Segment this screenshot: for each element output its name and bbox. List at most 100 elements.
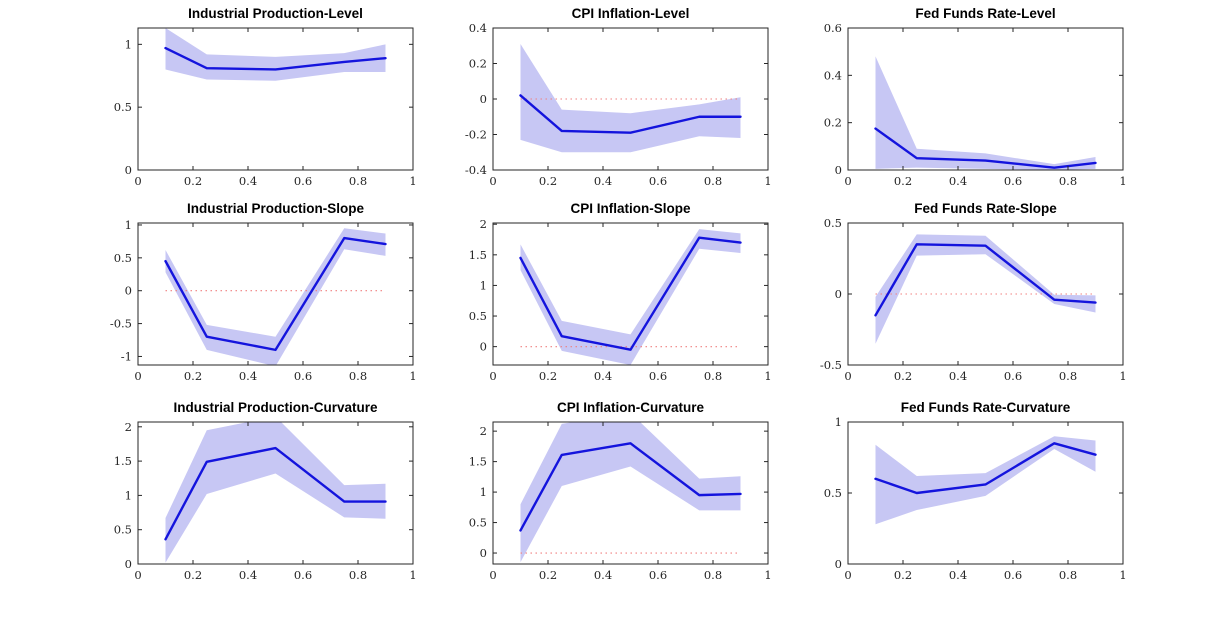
chart-title: Fed Funds Rate-Level (915, 6, 1055, 21)
plot-area: 0 0.2 0.4 0.6 0.8 1 0 0.5 1 1.5 2 (114, 420, 417, 582)
x-tick-label: 0.8 (1059, 369, 1077, 383)
subplot-industrial-production-level: Industrial Production-Level 0 0.2 0.4 0.6 0.… (98, 2, 438, 202)
x-tick-label: 0.2 (539, 369, 557, 383)
x-tick-label: 0.6 (649, 568, 667, 582)
subplot-industrial-production-slope: Industrial Production-Slope 0 0.2 0.4 0.6 0.… (98, 197, 438, 397)
y-tick-label: -0.4 (465, 163, 487, 177)
subplot-cpi-inflation-curvature: CPI Inflation-Curvature 0 0.2 0.4 0.6 0.8 1 0 0… (453, 396, 793, 596)
confidence-band (875, 234, 1096, 344)
y-tick-label: 1.5 (469, 248, 487, 262)
x-tick-label: 0 (489, 568, 496, 582)
axes-box (137, 27, 414, 171)
x-tick-label: 1 (1119, 174, 1126, 188)
y-tick-label: 0.5 (114, 251, 132, 265)
plot-canvas: CPI Inflation-Slope 0 0.2 0.4 0.6 0.8 1 0 0.5 1 1… (469, 201, 772, 383)
plot-canvas: CPI Inflation-Level 0 0.2 0.4 0.6 0.8 1 -0.4 -0… (465, 6, 772, 188)
mean-line (164, 46, 387, 71)
x-tick-label: 0.2 (184, 174, 202, 188)
x-tick-label: 0.4 (239, 568, 257, 582)
y-tick-label: 0.5 (114, 100, 132, 114)
confidence-band (165, 422, 386, 563)
x-tick-label: 0.8 (349, 174, 367, 188)
y-tick-label: 0 (835, 163, 842, 177)
x-tick-label: 1 (409, 369, 416, 383)
mean-line (874, 442, 1097, 495)
y-tick-label: 1.5 (114, 454, 132, 468)
y-tick-label: -0.5 (110, 317, 132, 331)
x-tick-label: 0 (489, 174, 496, 188)
x-tick-label: 0.4 (949, 174, 967, 188)
subplot-cpi-inflation-level: CPI Inflation-Level 0 0.2 0.4 0.6 0.8 1 -0.4 -0… (453, 2, 793, 202)
y-tick-label: 1 (125, 37, 132, 51)
y-tick-label: 0.2 (824, 116, 842, 130)
x-tick-label: 0.8 (1059, 568, 1077, 582)
confidence-band (520, 43, 741, 153)
axes-box (137, 222, 414, 366)
subplot-fed-funds-rate-level: Fed Funds Rate-Level 0 0.2 0.4 0.6 0.8 1 0 0.2 0… (808, 2, 1148, 202)
y-tick-label: 0.4 (824, 68, 842, 82)
chart-title: Industrial Production-Curvature (173, 400, 378, 415)
y-tick-label: 0 (125, 284, 132, 298)
y-tick-label: 2 (125, 420, 132, 434)
chart-title: CPI Inflation-Slope (571, 201, 691, 216)
confidence-band (165, 28, 386, 81)
x-tick-label: 0.6 (1004, 174, 1022, 188)
x-tick-label: 0 (844, 568, 851, 582)
x-tick-label: 0.6 (1004, 568, 1022, 582)
plot-area: 0 0.2 0.4 0.6 0.8 1 0 0.5 1 (114, 27, 417, 188)
chart-title: Industrial Production-Level (188, 6, 363, 21)
y-tick-label: 0 (125, 163, 132, 177)
x-tick-label: 0.8 (704, 174, 722, 188)
x-tick-label: 0.6 (294, 568, 312, 582)
chart-title: CPI Inflation-Level (572, 6, 690, 21)
mean-line (164, 236, 387, 352)
confidence-band (875, 56, 1096, 170)
plot-area: 0 0.2 0.4 0.6 0.8 1 0 0.5 1 1.5 2 (469, 421, 772, 582)
chart-title: Fed Funds Rate-Slope (914, 201, 1057, 216)
y-tick-label: 0.5 (469, 309, 487, 323)
plot-canvas: Fed Funds Rate-Curvature 0 0.2 0.4 0.6 0.8 10… (824, 400, 1127, 582)
x-tick-label: 0.2 (184, 568, 202, 582)
x-tick-label: 0.2 (539, 174, 557, 188)
y-tick-label: 2 (480, 424, 487, 438)
x-tick-label: 0.8 (349, 568, 367, 582)
y-tick-label: 1.5 (469, 455, 487, 469)
mean-line (519, 236, 742, 351)
mean-line (519, 94, 742, 134)
x-tick-label: 0.4 (949, 369, 967, 383)
x-tick-label: 0.4 (239, 174, 257, 188)
x-tick-label: 0 (489, 369, 496, 383)
x-tick-label: 0 (844, 369, 851, 383)
y-tick-label: 0.6 (824, 21, 842, 35)
x-tick-label: 0.6 (1004, 369, 1022, 383)
x-tick-label: 1 (764, 568, 771, 582)
y-tick-label: 0 (125, 557, 132, 571)
x-tick-label: 0.8 (704, 369, 722, 383)
plot-canvas: CPI Inflation-Curvature 0 0.2 0.4 0.6 0.8 100… (469, 400, 772, 582)
y-tick-label: 2 (480, 217, 487, 231)
y-tick-label: -0.2 (465, 128, 487, 142)
y-tick-label: 0 (480, 92, 487, 106)
x-tick-label: 0.8 (349, 369, 367, 383)
y-tick-label: -0.5 (820, 358, 842, 372)
plot-area: 0 0.2 0.4 0.6 0.8 1-0.500.5 (820, 216, 1127, 383)
y-tick-label: 0.5 (469, 516, 487, 530)
axes-box (492, 421, 769, 565)
x-tick-label: 0 (134, 568, 141, 582)
x-tick-label: 1 (764, 174, 771, 188)
x-tick-label: 0.2 (184, 369, 202, 383)
x-tick-label: 0.2 (894, 369, 912, 383)
subplot-cpi-inflation-slope: CPI Inflation-Slope 0 0.2 0.4 0.6 0.8 1 0 0.5 1 1… (453, 197, 793, 397)
x-tick-label: 0.4 (594, 174, 612, 188)
subplot-fed-funds-rate-slope: Fed Funds Rate-Slope 0 0.2 0.4 0.6 0.8 1 -0.5 0… (808, 197, 1148, 397)
chart-title: Fed Funds Rate-Curvature (901, 400, 1071, 415)
plot-area: 0 0.2 0.4 0.6 0.8 1 0 0.2 0.4 0.6 (824, 21, 1127, 188)
x-tick-label: 0.6 (649, 174, 667, 188)
axes-box (847, 27, 1124, 171)
x-tick-label: 1 (409, 174, 416, 188)
axes-box (137, 421, 414, 565)
y-tick-label: 0.5 (824, 486, 842, 500)
y-tick-label: 1 (125, 488, 132, 502)
plot-area: 0 0.2 0.4 0.6 0.8 1 0 0.5 1 (824, 415, 1127, 582)
